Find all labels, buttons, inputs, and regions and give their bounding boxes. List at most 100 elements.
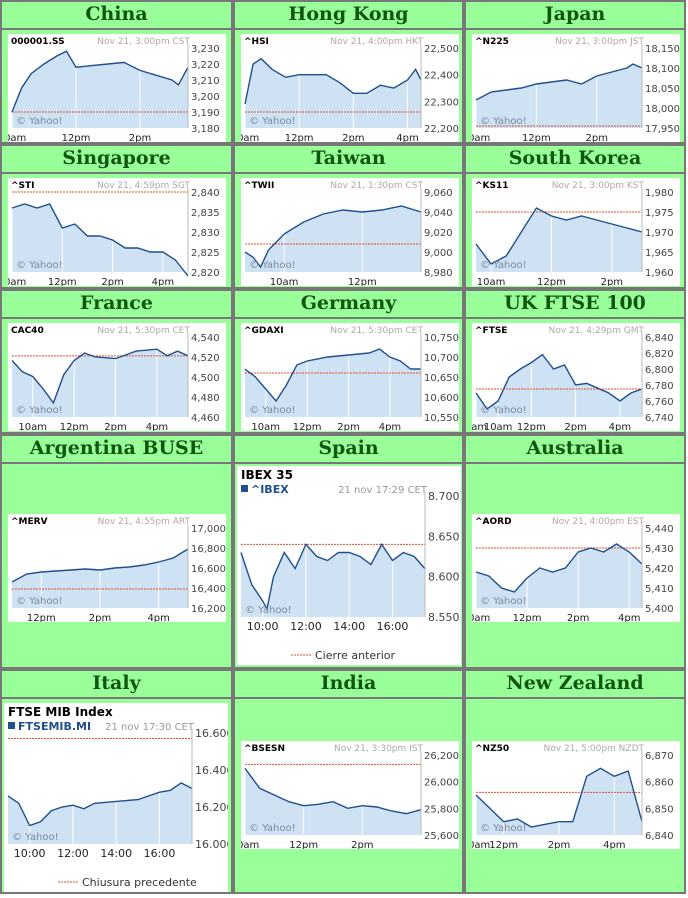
x-tick-label: 10am: [251, 422, 280, 431]
x-tick-label: 16:00: [144, 847, 176, 860]
area-fill: [8, 782, 192, 844]
x-tick-label: 12pm: [27, 613, 56, 622]
mini-chart[interactable]: ^FTSE Nov 21, 4:29pm GMT 6,840 6,820 6,800 6,…: [465, 323, 680, 433]
series-symbol: ^NZ50: [475, 744, 509, 754]
x-tick-label: 16:00: [377, 620, 409, 633]
x-tick-label: 2pm: [337, 422, 359, 431]
y-tick-label: 8.600: [428, 571, 460, 584]
y-tick-label: 3,210: [191, 76, 220, 87]
area-fill: [476, 544, 642, 608]
y-tick-label: 10,650: [424, 373, 459, 384]
price-line: [244, 767, 422, 815]
y-tick-label: 22,500: [424, 44, 459, 55]
mini-chart[interactable]: ^KS11 Nov 21, 3:00pm KST 1,980 1,975 1,970 1,…: [472, 178, 680, 288]
market-title: Singapore: [62, 147, 171, 169]
y-tick-label: 4,520: [191, 353, 220, 364]
mini-chart[interactable]: CAC40 Nov 21, 5:30pm CET 4,540 4,520 4,500 4,…: [8, 323, 226, 433]
price-line: [475, 353, 643, 410]
x-tick-label: 10am: [270, 277, 299, 286]
divider: [2, 172, 231, 174]
y-tick-label: 16.200: [195, 801, 228, 814]
area-fill: [245, 58, 421, 129]
x-tick-label: 10am: [18, 422, 47, 431]
y-tick-label: 16,200: [191, 604, 226, 615]
mini-chart[interactable]: ^TWII Nov 21, 1:30pm CST 9,060 9,040 9,020 9,…: [241, 178, 459, 288]
mini-chart[interactable]: ^AORD Nov 21, 4:00pm EST 5,440 5,430 5,420 5,…: [462, 514, 680, 624]
price-line: [240, 543, 426, 611]
market-cell: Italy FTSE MIB Index FTSEMIB.MI 21 nov 17:3…: [0, 669, 234, 894]
y-tick-label: 1,980: [645, 188, 674, 199]
mini-chart[interactable]: ^GDAXI Nov 21, 5:30pm CET 10,750 10,700 10,6…: [241, 323, 459, 433]
divider: [2, 317, 231, 319]
divider: [2, 28, 231, 30]
yahoo-watermark: © Yahoo!: [12, 832, 59, 843]
series-symbol: 000001.SS: [11, 37, 65, 47]
y-tick-label: 6,850: [645, 804, 674, 815]
mini-chart[interactable]: ^STI Nov 21, 4:59pm SGT 2,840 2,835 2,830 2,8…: [0, 178, 226, 288]
y-tick-label: 6,870: [645, 751, 674, 762]
mini-chart[interactable]: 000001.SS Nov 21, 3:00pm CST 3,230 3,220 3,2…: [0, 34, 226, 144]
area-fill: [12, 51, 188, 129]
y-tick-label: 1,960: [645, 268, 674, 279]
market-title: Australia: [526, 437, 624, 459]
market-title: UK FTSE 100: [504, 292, 646, 314]
timestamp: Nov 21, 5:30pm CET: [330, 326, 423, 336]
y-tick-label: 5,400: [645, 604, 674, 615]
y-tick-label: 3,200: [191, 92, 220, 103]
divider: [466, 462, 684, 464]
y-tick-label: 16,600: [191, 564, 226, 575]
timestamp: Nov 21, 1:30pm CST: [330, 181, 423, 191]
large-chart[interactable]: FTSE MIB Index FTSEMIB.MI 21 nov 17:30 CET…: [4, 703, 234, 892]
y-tick-label: 6,840: [645, 831, 674, 842]
market-title: South Korea: [508, 147, 642, 169]
y-tick-label: 10,750: [424, 333, 459, 344]
area-fill: [245, 206, 421, 272]
divider: [466, 697, 684, 699]
y-tick-label: 2,840: [191, 188, 220, 199]
x-tick-label: 12pm: [289, 840, 318, 849]
market-cell: China 000001.SS Nov 21, 3:00pm CST 3,230 3,2…: [0, 0, 233, 144]
timestamp: Nov 21, 3:30pm IST: [334, 744, 424, 754]
market-title: Germany: [300, 292, 397, 314]
x-tick-label: 4pm: [603, 840, 625, 849]
x-tick-label: 14:00: [100, 847, 132, 860]
y-tick-label: 25,600: [424, 831, 459, 842]
mini-chart[interactable]: ^BSESN Nov 21, 3:30pm IST 26,200 26,000 25,8…: [231, 741, 459, 851]
x-tick-label: 8am: [472, 422, 487, 431]
yahoo-watermark: © Yahoo!: [16, 260, 63, 271]
market-title: New Zealand: [506, 672, 644, 694]
area-fill: [476, 64, 642, 128]
large-chart[interactable]: IBEX 35 ^IBEX 21 nov 17:29 CET 8.700 8.650 8.…: [237, 466, 461, 665]
x-tick-label: 12:00: [290, 620, 322, 633]
y-tick-label: 10,550: [424, 413, 459, 424]
area-fill: [476, 208, 642, 272]
x-tick-label: 4pm: [152, 277, 174, 286]
area-fill: [245, 768, 421, 835]
price-line: [244, 205, 422, 269]
mini-chart[interactable]: ^NZ50 Nov 21, 5:00pm NZDT 6,870 6,860 6,850 6…: [462, 741, 680, 851]
y-tick-label: 26,200: [424, 751, 459, 762]
y-tick-label: 9,000: [424, 248, 453, 259]
mini-chart[interactable]: ^N225 Nov 21, 3:00pm JST 18,150 18,100 18,05…: [462, 34, 680, 144]
x-tick-label: 2pm: [104, 422, 126, 431]
y-tick-label: 17,950: [645, 124, 680, 135]
divider: [235, 462, 462, 464]
x-tick-label: 10am: [472, 133, 490, 142]
market-cell: Australia ^AORD Nov 21, 4:00pm EST 5,440 5,4…: [462, 434, 686, 669]
mini-chart[interactable]: ^MERV Nov 21, 4:55pm ART 17,000 16,800 16,60…: [8, 514, 226, 624]
yahoo-watermark: © Yahoo!: [16, 405, 63, 416]
mini-chart[interactable]: ^HSI Nov 21, 4:00pm HKT 22,500 22,400 22,300…: [231, 34, 459, 144]
y-tick-label: 18,000: [645, 104, 680, 115]
yahoo-watermark: © Yahoo!: [249, 405, 296, 416]
y-tick-label: 2,835: [191, 208, 220, 219]
y-tick-label: 16.400: [195, 764, 228, 777]
x-tick-label: 12pm: [48, 277, 77, 286]
y-tick-label: 5,420: [645, 564, 674, 575]
divider: [235, 317, 462, 319]
y-tick-label: 2,830: [191, 228, 220, 239]
